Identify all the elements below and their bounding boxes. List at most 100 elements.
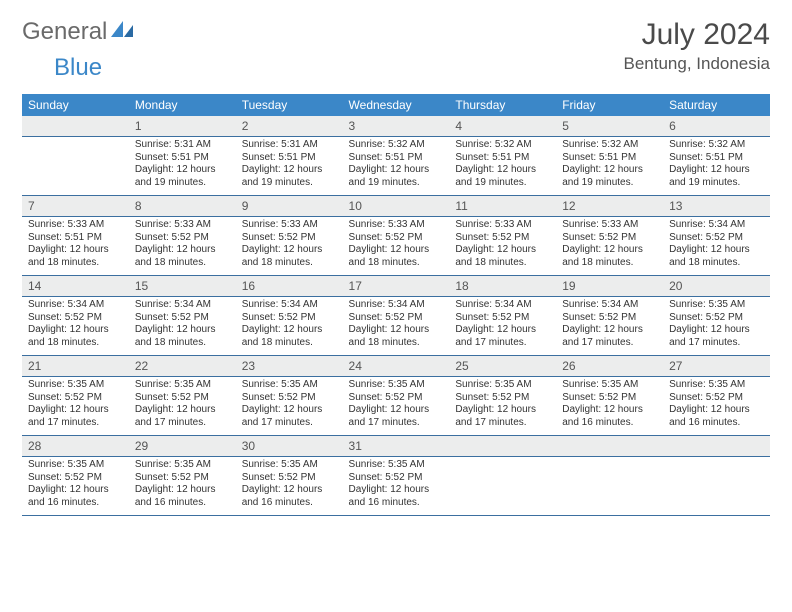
daylight-line: Daylight: 12 hours and 18 minutes. (242, 244, 323, 268)
day-number: 12 (556, 196, 663, 216)
day-cell-number: 5 (556, 116, 663, 137)
daylight-line: Daylight: 12 hours and 16 minutes. (135, 484, 216, 508)
day-cell-number: 1 (129, 116, 236, 137)
title-block: July 2024 Bentung, Indonesia (623, 18, 770, 74)
day-number: 25 (449, 356, 556, 376)
sunrise-line: Sunrise: 5:35 AM (135, 379, 211, 390)
day-number: 5 (556, 116, 663, 136)
sunrise-line: Sunrise: 5:34 AM (242, 299, 318, 310)
day-cell-detail: Sunrise: 5:35 AMSunset: 5:52 PMDaylight:… (129, 377, 236, 436)
day-cell-number: 14 (22, 276, 129, 297)
day-detail: Sunrise: 5:33 AMSunset: 5:52 PMDaylight:… (449, 217, 556, 275)
day-cell-detail (556, 457, 663, 516)
day-number: 7 (22, 196, 129, 216)
sunset-line: Sunset: 5:52 PM (349, 392, 423, 403)
day-number: 22 (129, 356, 236, 376)
day-cell-number: 16 (236, 276, 343, 297)
day-cell-detail: Sunrise: 5:34 AMSunset: 5:52 PMDaylight:… (343, 297, 450, 356)
sunrise-line: Sunrise: 5:34 AM (28, 299, 104, 310)
day-detail: Sunrise: 5:35 AMSunset: 5:52 PMDaylight:… (129, 457, 236, 515)
week-4-detail-row: Sunrise: 5:35 AM Sunset: 5:52 PM Daylight:… (22, 457, 770, 516)
day-cell-detail: Sunrise: 5:34 AMSunset: 5:52 PMDaylight:… (556, 297, 663, 356)
day-detail: Sunrise: 5:34 AMSunset: 5:52 PMDaylight:… (556, 297, 663, 355)
sunset-line: Sunset: 5:52 PM (349, 472, 423, 483)
sunrise-line: Sunrise: 5:32 AM (455, 139, 531, 150)
sunrise-line: Sunrise: 5:34 AM (349, 299, 425, 310)
sunset-line: Sunset: 5:52 PM (28, 312, 102, 323)
day-cell-number: 29 (129, 436, 236, 457)
day-cell-detail: Sunrise: 5:35 AMSunset: 5:52 PMDaylight:… (343, 457, 450, 516)
day-detail: Sunrise: 5:34 AMSunset: 5:52 PMDaylight:… (663, 217, 770, 275)
sunset-line: Sunset: 5:51 PM (455, 152, 529, 163)
day-cell-number: 15 (129, 276, 236, 297)
sunrise-line: Sunrise: 5:35 AM (455, 379, 531, 390)
day-cell-detail: Sunrise: 5:31 AMSunset: 5:51 PMDaylight:… (236, 137, 343, 196)
day-number (663, 436, 770, 454)
day-number: 13 (663, 196, 770, 216)
sunset-line: Sunset: 5:52 PM (455, 232, 529, 243)
day-cell-detail: Sunrise: 5:31 AMSunset: 5:51 PMDaylight:… (129, 137, 236, 196)
day-number: 23 (236, 356, 343, 376)
day-cell-number: 31 (343, 436, 450, 457)
day-cell-detail: Sunrise: 5:35 AMSunset: 5:52 PMDaylight:… (22, 377, 129, 436)
day-cell-number: 10 (343, 196, 450, 217)
day-number: 15 (129, 276, 236, 296)
day-cell-number: 28 (22, 436, 129, 457)
day-number: 31 (343, 436, 450, 456)
day-cell-number: 3 (343, 116, 450, 137)
day-cell-detail: Sunrise: 5:33 AMSunset: 5:52 PMDaylight:… (129, 217, 236, 276)
weekday-header-friday: Friday (556, 94, 663, 116)
day-number: 14 (22, 276, 129, 296)
day-cell-detail: Sunrise: 5:33 AMSunset: 5:51 PMDaylight:… (22, 217, 129, 276)
day-cell-number (556, 436, 663, 457)
day-detail: Sunrise: 5:32 AMSunset: 5:51 PMDaylight:… (343, 137, 450, 195)
weekday-header-tuesday: Tuesday (236, 94, 343, 116)
day-number: 24 (343, 356, 450, 376)
daylight-line: Daylight: 12 hours and 18 minutes. (242, 324, 323, 348)
daylight-line: Daylight: 12 hours and 19 minutes. (349, 164, 430, 188)
day-detail: Sunrise: 5:33 AMSunset: 5:52 PMDaylight:… (236, 217, 343, 275)
sunrise-line: Sunrise: 5:35 AM (242, 379, 318, 390)
daylight-line: Daylight: 12 hours and 18 minutes. (28, 244, 109, 268)
sunrise-line: Sunrise: 5:35 AM (135, 459, 211, 470)
weekday-header-saturday: Saturday (663, 94, 770, 116)
sunrise-line: Sunrise: 5:33 AM (135, 219, 211, 230)
day-cell-detail: Sunrise: 5:32 AMSunset: 5:51 PMDaylight:… (663, 137, 770, 196)
day-cell-number (663, 436, 770, 457)
day-number (449, 436, 556, 454)
day-cell-detail: Sunrise: 5:35 AMSunset: 5:52 PMDaylight:… (129, 457, 236, 516)
sunrise-line: Sunrise: 5:35 AM (242, 459, 318, 470)
day-cell-number: 7 (22, 196, 129, 217)
daylight-line: Daylight: 12 hours and 19 minutes. (242, 164, 323, 188)
day-detail: Sunrise: 5:34 AMSunset: 5:52 PMDaylight:… (449, 297, 556, 355)
calendar-body: 123456Sunrise: 5:31 AMSunset: 5:51 PMDay… (22, 116, 770, 516)
day-cell-detail: Sunrise: 5:34 AMSunset: 5:52 PMDaylight:… (236, 297, 343, 356)
day-cell-number: 19 (556, 276, 663, 297)
day-cell-detail: Sunrise: 5:35 AMSunset: 5:52 PMDaylight:… (556, 377, 663, 436)
sunrise-line: Sunrise: 5:35 AM (669, 299, 745, 310)
day-detail: Sunrise: 5:35 AM Sunset: 5:52 PMDaylight:… (343, 377, 450, 435)
day-detail: Sunrise: 5:35 AMSunset: 5:52 PMDaylight:… (22, 457, 129, 515)
day-cell-detail: Sunrise: 5:34 AMSunset: 5:52 PMDaylight:… (449, 297, 556, 356)
day-number: 27 (663, 356, 770, 376)
weekday-header-wednesday: Wednesday (343, 94, 450, 116)
day-cell-detail: Sunrise: 5:33 AMSunset: 5:52 PMDaylight:… (343, 217, 450, 276)
day-detail (22, 137, 129, 193)
day-detail: Sunrise: 5:32 AMSunset: 5:51 PMDaylight:… (663, 137, 770, 195)
day-detail: Sunrise: 5:33 AMSunset: 5:52 PMDaylight:… (129, 217, 236, 275)
day-detail: Sunrise: 5:34 AMSunset: 5:52 PMDaylight:… (236, 297, 343, 355)
day-cell-detail: Sunrise: 5:35 AMSunset: 5:52 PMDaylight:… (236, 457, 343, 516)
day-cell-detail: Sunrise: 5:34 AMSunset: 5:52 PMDaylight:… (22, 297, 129, 356)
daylight-line: Daylight: 12 hours and 17 minutes. (349, 404, 430, 428)
day-detail: Sunrise: 5:34 AMSunset: 5:52 PMDaylight:… (343, 297, 450, 355)
sunrise-line: Sunrise: 5:35 AM (349, 379, 425, 390)
day-cell-number: 8 (129, 196, 236, 217)
daylight-line: Daylight: 12 hours and 16 minutes. (242, 484, 323, 508)
sunrise-line: Sunrise: 5:34 AM (135, 299, 211, 310)
day-cell-number: 24 (343, 356, 450, 377)
daylight-line: Daylight: 12 hours and 18 minutes. (455, 244, 536, 268)
day-number: 11 (449, 196, 556, 216)
sunrise-line: Sunrise: 5:33 AM (242, 219, 318, 230)
day-cell-detail (22, 137, 129, 196)
day-detail (663, 457, 770, 513)
